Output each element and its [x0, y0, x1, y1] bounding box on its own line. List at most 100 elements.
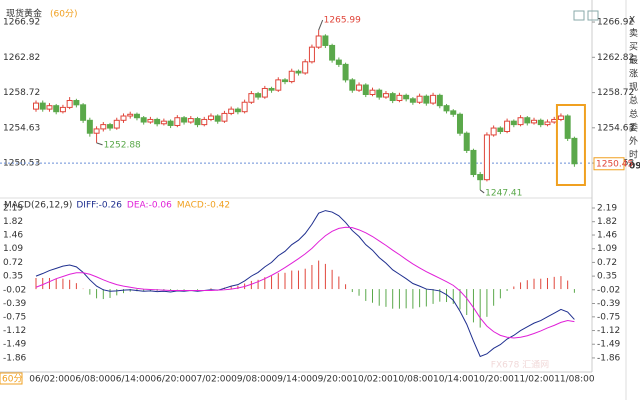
y-tick-label: 1.46	[3, 231, 23, 241]
candle-body	[207, 115, 214, 120]
candle-body	[477, 174, 484, 181]
sidebar-label: X	[629, 16, 635, 26]
candle-body	[497, 127, 504, 132]
highlight-box	[555, 104, 586, 186]
y-tick-label: 1.82	[3, 217, 23, 227]
candle-body	[73, 100, 80, 106]
candle-body	[53, 105, 60, 113]
candle-body	[234, 108, 241, 113]
candle-body	[241, 101, 248, 113]
icon-button[interactable]	[573, 10, 585, 21]
y-tick-label: 1258.72	[3, 88, 40, 98]
candle-body	[389, 93, 396, 102]
chart-title: 现货黄金	[6, 8, 42, 20]
candle-body	[564, 115, 571, 139]
candle-body	[268, 87, 275, 91]
candle-body	[39, 102, 46, 110]
candle-body	[120, 115, 127, 121]
candle-body	[403, 94, 410, 100]
x-tick-label: 09/14:00	[272, 375, 313, 385]
candle-body	[362, 84, 369, 95]
legend-entry: DIFF:-0.26	[76, 201, 122, 211]
x-tick-label: 07/02:00	[191, 375, 232, 385]
candle-body	[524, 117, 531, 124]
y-tick-label: 2.19	[3, 203, 23, 213]
x-tick-label: 10/02:00	[352, 375, 393, 385]
legend-entry: DEA:-0.06	[127, 201, 172, 211]
y-tick-label: -1.49	[597, 340, 621, 350]
icon-button[interactable]	[587, 10, 599, 21]
candle-body	[382, 93, 389, 98]
sidebar-label: 涨	[629, 69, 638, 80]
candle-body	[342, 63, 349, 81]
chart-subtitle: (60分)	[50, 9, 77, 20]
y-tick-label: -0.39	[3, 299, 27, 309]
y-tick-label: -0.02	[597, 285, 620, 295]
y-tick-label: -1.12	[3, 326, 26, 336]
candle-body	[416, 95, 423, 103]
x-tick-label: 06/08:00	[70, 375, 111, 385]
candle-body	[275, 79, 282, 91]
candle-body	[423, 95, 430, 104]
sidebar-label: 总	[629, 108, 638, 120]
sidebar-label: 外	[629, 135, 638, 147]
candle-body	[174, 117, 181, 126]
sidebar-label: 最	[629, 55, 638, 66]
candle-body	[66, 100, 73, 108]
candle-body	[315, 35, 322, 48]
watermark: FX678 汇通网	[491, 360, 549, 371]
x-tick-label: 11/02:00	[514, 375, 555, 385]
sidebar-label: 现	[629, 82, 638, 93]
candle-body	[329, 44, 336, 61]
candle-body	[140, 117, 147, 123]
candle-body	[127, 113, 134, 117]
candle-body	[201, 118, 208, 126]
candle-body	[93, 128, 100, 134]
y-tick-label: 1258.72	[597, 88, 634, 98]
price-label: 1250.45	[596, 159, 633, 169]
candle-body	[463, 132, 470, 151]
annotation-label: 1252.88	[104, 140, 141, 150]
candle-body	[154, 118, 161, 125]
sidebar-label: 委	[629, 122, 638, 134]
candle-body	[517, 117, 524, 126]
macd-legend: MACD(26,12,9) DIFF:-0.26 DEA:-0.06 MACD:-0…	[4, 201, 230, 211]
candle-body	[46, 105, 53, 110]
candle-body	[214, 115, 221, 122]
y-tick-label: -1.49	[3, 340, 27, 350]
x-tick-label: 09/20:00	[312, 375, 353, 385]
candle-body	[483, 134, 490, 181]
period-label[interactable]: 60分	[2, 374, 22, 385]
candle-body	[537, 119, 544, 126]
candle-body	[443, 105, 450, 112]
candle-body	[288, 70, 295, 83]
candle-body	[450, 110, 457, 115]
y-tick-label: -0.02	[3, 285, 26, 295]
candle-body	[531, 119, 538, 124]
candle-body	[181, 117, 188, 123]
macd-line	[35, 226, 575, 339]
y-tick-label: 1266.92	[597, 18, 634, 28]
candle-body	[80, 104, 87, 121]
candle-body	[59, 106, 66, 113]
candle-body	[228, 108, 235, 114]
candle-body	[33, 102, 39, 110]
y-tick-label: -0.75	[3, 312, 26, 322]
candle-body	[261, 87, 268, 98]
y-tick-label: -1.86	[3, 353, 27, 363]
candle-body	[302, 61, 309, 74]
y-tick-label: 1262.82	[597, 53, 634, 63]
candle-body	[194, 118, 201, 126]
candle-body	[456, 113, 463, 134]
candle-body	[113, 119, 120, 129]
period-tab[interactable]	[0, 372, 23, 385]
y-tick-label: 0.72	[3, 258, 23, 268]
annotation-label: 1265.99	[324, 16, 361, 26]
candle-body	[409, 98, 416, 103]
annotation-label: 1247.41	[485, 188, 522, 198]
y-tick-label: 2.19	[597, 203, 617, 213]
candle-body	[187, 118, 194, 123]
candle-body	[295, 70, 302, 74]
